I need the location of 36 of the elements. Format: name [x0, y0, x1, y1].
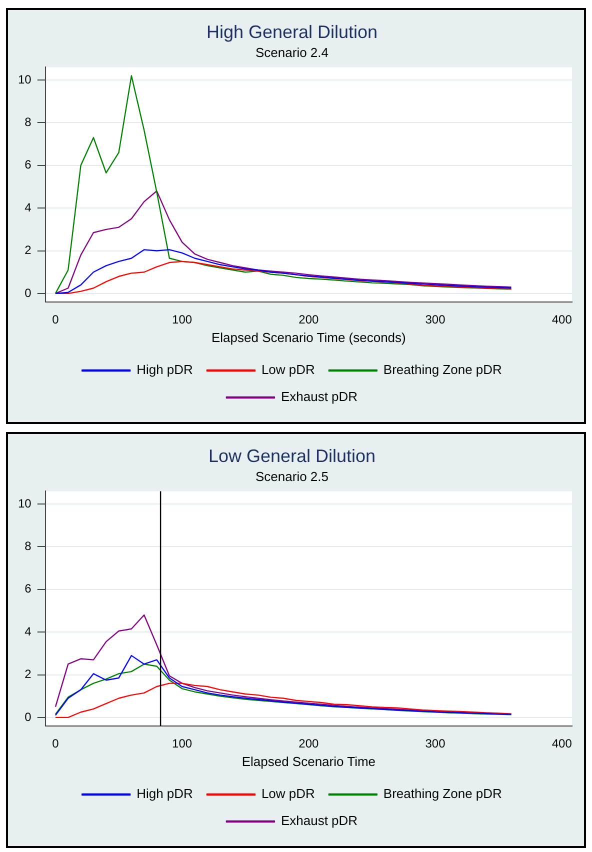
legend-label: High pDR — [136, 786, 193, 802]
x-tick-label: 200 — [298, 312, 320, 327]
y-tick-label: 0 — [24, 710, 32, 724]
y-tick-label: 0 — [24, 286, 32, 300]
x-tick-label: 200 — [298, 736, 320, 751]
legend-label: Low pDR — [261, 786, 315, 802]
legend-label: Low pDR — [261, 362, 315, 378]
y-tick-label: 8 — [24, 115, 32, 130]
legend-label: Exhaust pDR — [280, 813, 358, 828]
y-tick-label: 4 — [24, 200, 32, 214]
legend-label: Exhaust pDR — [280, 389, 358, 404]
y-tick-label: 4 — [24, 624, 32, 638]
x-tick-label: 100 — [172, 312, 192, 327]
y-tick-label: 6 — [24, 582, 32, 596]
x-axis-title: Elapsed Scenario Time — [242, 754, 376, 769]
x-tick-label: 0 — [52, 736, 60, 751]
y-tick-label: 2 — [24, 667, 32, 682]
chart-title: Low General Dilution — [208, 446, 376, 466]
chart-title: High General Dilution — [206, 22, 378, 42]
x-tick-label: 300 — [425, 312, 446, 327]
y-tick-label: 10 — [18, 496, 32, 510]
chart-subtitle: Scenario 2.4 — [256, 44, 328, 60]
x-tick-label: 400 — [552, 736, 572, 751]
legend-label: Breathing Zone pDR — [383, 362, 502, 378]
y-tick-label: 8 — [24, 539, 32, 554]
y-tick-label: 10 — [18, 72, 32, 86]
legend-label: Breathing Zone pDR — [383, 786, 502, 802]
x-tick-label: 400 — [552, 312, 572, 327]
x-tick-label: 0 — [52, 312, 60, 327]
legend-label: High pDR — [136, 362, 193, 378]
x-tick-label: 300 — [425, 736, 446, 751]
chart-subtitle: Scenario 2.5 — [256, 468, 328, 484]
y-tick-label: 2 — [24, 243, 32, 258]
x-axis-title: Elapsed Scenario Time (seconds) — [211, 330, 406, 345]
x-tick-label: 100 — [172, 736, 192, 751]
y-tick-label: 6 — [24, 158, 32, 172]
